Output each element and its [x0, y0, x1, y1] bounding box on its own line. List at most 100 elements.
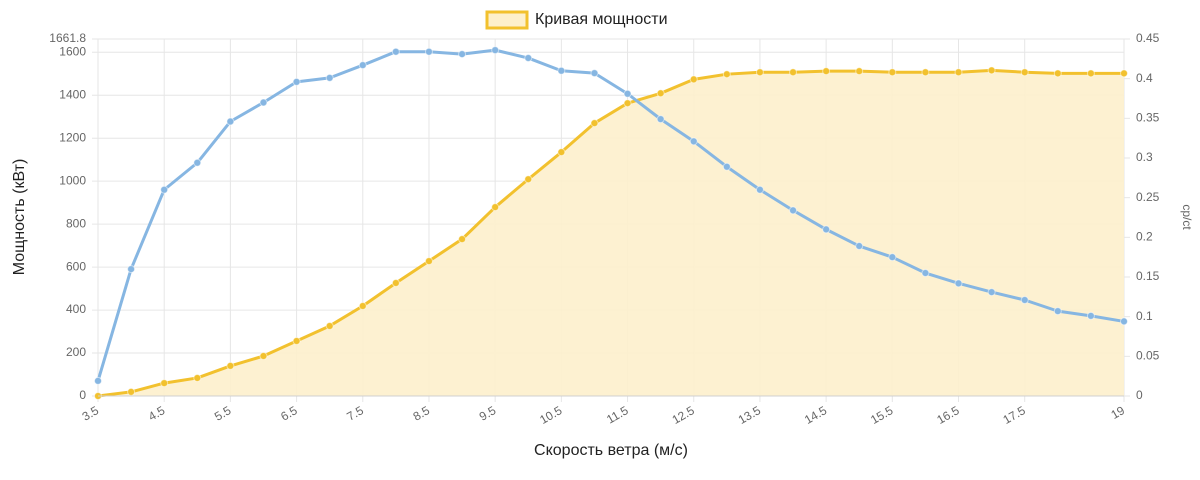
point	[127, 265, 136, 274]
point	[755, 68, 764, 77]
point	[1120, 317, 1128, 326]
point	[557, 148, 566, 157]
point	[755, 185, 764, 194]
x-tick-label: 3.5	[80, 403, 102, 424]
x-tick-label: 7.5	[344, 403, 366, 424]
point	[524, 54, 533, 63]
x-tick-label: 19	[1109, 403, 1128, 422]
point	[524, 175, 533, 184]
point	[226, 361, 235, 370]
point	[987, 288, 996, 297]
y2-tick-label: 0.4	[1136, 71, 1153, 85]
point	[325, 321, 334, 330]
x-tick-label: 4.5	[146, 403, 168, 424]
series-line	[96, 48, 1125, 382]
point	[193, 373, 202, 382]
point	[656, 115, 665, 124]
point	[921, 269, 930, 278]
point	[1086, 311, 1095, 320]
point	[292, 337, 301, 346]
y2-tick-label: 0.1	[1136, 309, 1153, 323]
x-tick-label: 17.5	[1001, 403, 1029, 427]
x-tick-label: 5.5	[212, 403, 234, 424]
x-axis-label: Скорость ветра (м/с)	[534, 442, 688, 459]
point	[127, 387, 136, 396]
y2-tick-label: 0	[1136, 388, 1143, 402]
point	[458, 235, 467, 244]
y-tick-label: 800	[66, 216, 86, 230]
y-tick-label: 1000	[59, 173, 86, 187]
point	[1020, 68, 1029, 77]
point	[193, 158, 202, 167]
point	[424, 257, 433, 266]
area	[98, 70, 1124, 396]
x-tick-label: 14.5	[802, 403, 830, 427]
point	[491, 46, 500, 55]
point	[888, 253, 897, 262]
y2-tick-label: 0.15	[1136, 269, 1160, 283]
x-tick-label: 8.5	[411, 403, 433, 424]
legend-label: Кривая мощности	[535, 11, 668, 28]
y2-tick-label: 0.35	[1136, 111, 1160, 125]
y-tick-label: 1200	[59, 130, 86, 144]
point	[325, 73, 334, 82]
point	[160, 185, 169, 194]
point	[987, 66, 996, 75]
point	[1053, 69, 1062, 78]
point	[226, 117, 235, 126]
point	[1086, 69, 1095, 78]
y2-tick-label: 0.45	[1136, 31, 1160, 45]
y-tick-label: 0	[79, 388, 86, 402]
point	[259, 352, 268, 361]
x-tick-label: 9.5	[477, 403, 499, 424]
point	[557, 66, 566, 75]
y-tick-label: 200	[66, 345, 86, 359]
x-tick-label: 11.5	[604, 403, 631, 427]
point	[259, 98, 268, 107]
x-tick-label: 12.5	[670, 403, 698, 427]
y2-axis-label: cp/ct	[1180, 204, 1194, 230]
point	[424, 47, 433, 56]
point	[458, 50, 467, 59]
legend-swatch	[485, 10, 529, 30]
y-tick-label: 1400	[59, 87, 86, 101]
x-tick-label: 6.5	[278, 403, 300, 424]
y-axis-label: Мощность (кВт)	[11, 159, 28, 276]
x-tick-label: 16.5	[934, 403, 962, 427]
point	[590, 69, 599, 78]
y2-tick-label: 0.3	[1136, 150, 1153, 164]
point	[623, 89, 632, 98]
series-line	[97, 68, 1124, 398]
point	[789, 206, 798, 215]
point	[391, 279, 400, 288]
point	[1020, 296, 1029, 305]
point	[689, 137, 698, 146]
y-tick-label: 600	[66, 259, 86, 273]
point	[292, 77, 301, 86]
point	[160, 379, 169, 388]
point	[1120, 69, 1128, 78]
point	[391, 47, 400, 56]
point	[954, 68, 963, 77]
point	[722, 70, 731, 79]
point	[656, 89, 665, 98]
point	[789, 68, 798, 77]
y2-tick-label: 0.25	[1136, 190, 1160, 204]
x-tick-label: 15.5	[868, 403, 896, 427]
y2-tick-label: 0.2	[1136, 230, 1153, 244]
point	[1053, 307, 1062, 316]
point	[822, 225, 831, 234]
point	[722, 162, 731, 171]
point	[822, 67, 831, 76]
y-tick-label: 1600	[59, 44, 86, 58]
point	[921, 68, 930, 77]
y-tick-label: 400	[66, 302, 86, 316]
point	[623, 99, 632, 108]
point	[689, 75, 698, 84]
point	[954, 279, 963, 288]
point	[491, 203, 500, 212]
point	[358, 301, 367, 310]
y2-tick-label: 0.05	[1136, 349, 1160, 363]
point	[855, 242, 864, 251]
